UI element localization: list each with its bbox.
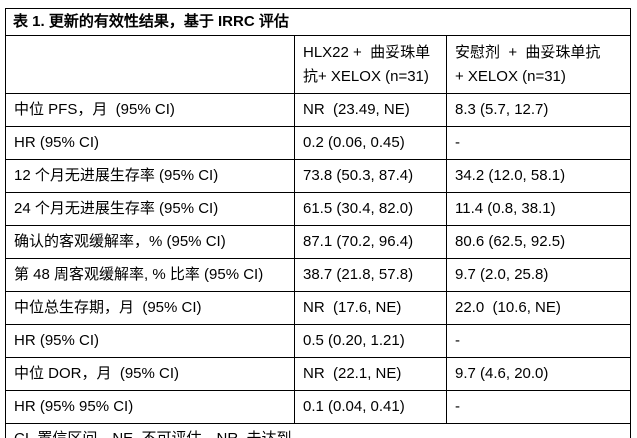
value-hlx22: NR (23.49, NE) xyxy=(294,93,447,127)
value-hlx22: 0.5 (0.20, 1.21) xyxy=(294,324,447,358)
row-label: 12 个月无进展生存率 (95% CI) xyxy=(5,159,295,193)
table-footnote-row: CI, 置信区间。NE, 不可评估。NR, 未达到。 xyxy=(5,423,631,438)
value-hlx22: 61.5 (30.4, 82.0) xyxy=(294,192,447,226)
value-placebo: 11.4 (0.8, 38.1) xyxy=(446,192,631,226)
row-label: 第 48 周客观缓解率, % 比率 (95% CI) xyxy=(5,258,295,292)
table-row-24mo-pfs-rate: 24 个月无进展生存率 (95% CI) 61.5 (30.4, 82.0) 1… xyxy=(5,192,631,226)
value-placebo: 80.6 (62.5, 92.5) xyxy=(446,225,631,259)
value-hlx22: NR (22.1, NE) xyxy=(294,357,447,391)
row-label: HR (95% 95% CI) xyxy=(5,390,295,424)
efficacy-results-table: 表 1. 更新的有效性结果，基于 IRRC 评估 HLX22 + 曲妥珠单 抗+… xyxy=(5,8,631,438)
value-placebo: 9.7 (4.6, 20.0) xyxy=(446,357,631,391)
value-hlx22: 87.1 (70.2, 96.4) xyxy=(294,225,447,259)
table-row-median-dor: 中位 DOR，月 (95% CI) NR (22.1, NE) 9.7 (4.6… xyxy=(5,357,631,391)
header-empty-cell xyxy=(5,35,295,94)
row-label: 24 个月无进展生存率 (95% CI) xyxy=(5,192,295,226)
value-placebo: 34.2 (12.0, 58.1) xyxy=(446,159,631,193)
table-title: 表 1. 更新的有效性结果，基于 IRRC 评估 xyxy=(5,8,631,36)
table-row-os-hr: HR (95% CI) 0.5 (0.20, 1.21) - xyxy=(5,324,631,358)
value-hlx22: NR (17.6, NE) xyxy=(294,291,447,325)
value-placebo: 8.3 (5.7, 12.7) xyxy=(446,93,631,127)
value-placebo: - xyxy=(446,390,631,424)
header-col-placebo-arm: 安慰剂 + 曲妥珠单抗 + XELOX (n=31) xyxy=(446,35,631,94)
row-label: 中位 DOR，月 (95% CI) xyxy=(5,357,295,391)
table-row-pfs-hr: HR (95% CI) 0.2 (0.06, 0.45) - xyxy=(5,126,631,160)
table-row-median-pfs: 中位 PFS，月 (95% CI) NR (23.49, NE) 8.3 (5.… xyxy=(5,93,631,127)
value-hlx22: 73.8 (50.3, 87.4) xyxy=(294,159,447,193)
table-header-row: HLX22 + 曲妥珠单 抗+ XELOX (n=31) 安慰剂 + 曲妥珠单抗… xyxy=(5,35,631,94)
row-label: 确认的客观缓解率，% (95% CI) xyxy=(5,225,295,259)
value-placebo: 22.0 (10.6, NE) xyxy=(446,291,631,325)
table-row-dor-hr: HR (95% 95% CI) 0.1 (0.04, 0.41) - xyxy=(5,390,631,424)
value-placebo: 9.7 (2.0, 25.8) xyxy=(446,258,631,292)
row-label: 中位 PFS，月 (95% CI) xyxy=(5,93,295,127)
table-row-12mo-pfs-rate: 12 个月无进展生存率 (95% CI) 73.8 (50.3, 87.4) 3… xyxy=(5,159,631,193)
table-row-median-os: 中位总生存期，月 (95% CI) NR (17.6, NE) 22.0 (10… xyxy=(5,291,631,325)
table-row-week48-orr: 第 48 周客观缓解率, % 比率 (95% CI) 38.7 (21.8, 5… xyxy=(5,258,631,292)
table-footnote: CI, 置信区间。NE, 不可评估。NR, 未达到。 xyxy=(5,423,631,438)
value-hlx22: 38.7 (21.8, 57.8) xyxy=(294,258,447,292)
row-label: HR (95% CI) xyxy=(5,324,295,358)
value-placebo: - xyxy=(446,126,631,160)
value-placebo: - xyxy=(446,324,631,358)
value-hlx22: 0.2 (0.06, 0.45) xyxy=(294,126,447,160)
row-label: HR (95% CI) xyxy=(5,126,295,160)
header-col-hlx22-arm: HLX22 + 曲妥珠单 抗+ XELOX (n=31) xyxy=(294,35,447,94)
table-title-row: 表 1. 更新的有效性结果，基于 IRRC 评估 xyxy=(5,8,631,36)
value-hlx22: 0.1 (0.04, 0.41) xyxy=(294,390,447,424)
table-row-confirmed-orr: 确认的客观缓解率，% (95% CI) 87.1 (70.2, 96.4) 80… xyxy=(5,225,631,259)
row-label: 中位总生存期，月 (95% CI) xyxy=(5,291,295,325)
